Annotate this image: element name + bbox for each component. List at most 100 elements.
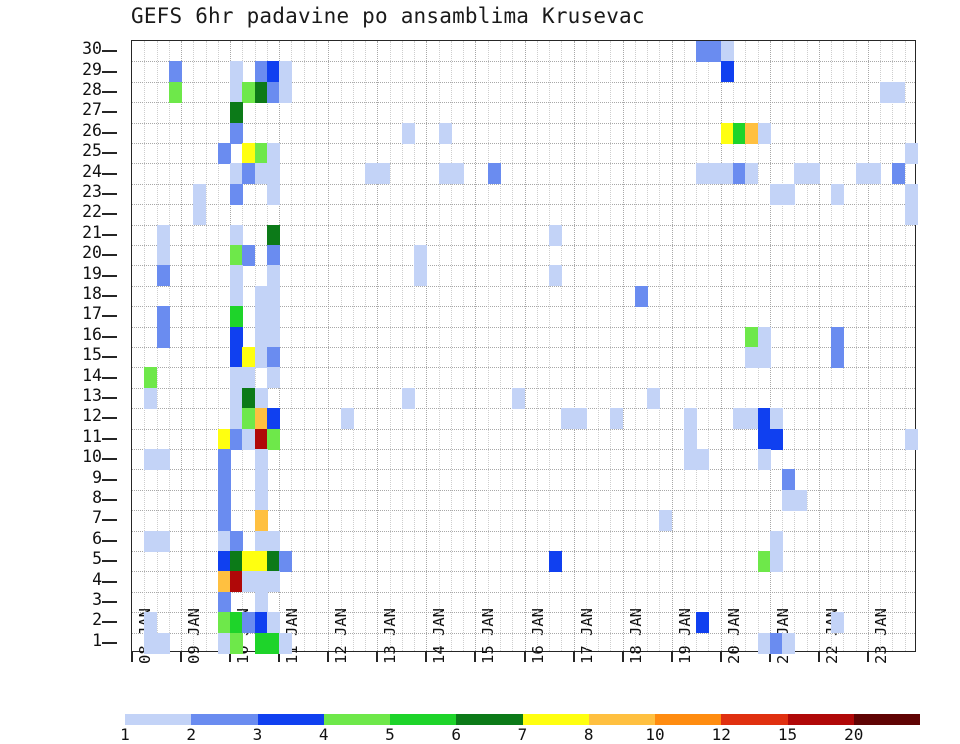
y-axis-tick-mark xyxy=(102,376,117,379)
grid-line-vertical xyxy=(683,41,685,651)
plot-area xyxy=(131,40,918,654)
heatmap-cell xyxy=(794,489,808,511)
grid-line-vertical xyxy=(205,41,207,651)
heatmap-cell xyxy=(438,122,452,144)
colorbar-segment xyxy=(390,714,457,725)
heatmap-cell xyxy=(156,326,170,348)
y-axis-tick-label: 27 xyxy=(82,100,102,120)
grid-line-vertical xyxy=(144,41,146,651)
heatmap-cell xyxy=(733,163,747,185)
colorbar-segment xyxy=(125,714,192,725)
x-axis-tick-mark xyxy=(474,652,477,662)
x-axis-tick-mark xyxy=(572,652,575,662)
x-axis-tick-mark xyxy=(278,652,281,662)
grid-line-horizontal xyxy=(132,489,915,491)
heatmap-cell xyxy=(168,61,182,83)
heatmap-cell xyxy=(782,183,796,205)
heatmap-cell xyxy=(217,489,231,511)
grid-line-vertical xyxy=(365,41,367,651)
y-axis-tick-label: 30 xyxy=(82,39,102,59)
colorbar-segment xyxy=(721,714,788,725)
heatmap-cell xyxy=(904,204,918,226)
y-axis-tick-mark xyxy=(102,519,117,522)
y-axis-tick-mark xyxy=(102,50,117,53)
heatmap-cell xyxy=(217,632,231,654)
heatmap-cell xyxy=(266,61,280,83)
heatmap-cell xyxy=(230,245,244,266)
grid-line-horizontal xyxy=(132,163,915,165)
colorbar-segment xyxy=(323,714,390,725)
heatmap-cell xyxy=(708,41,722,62)
y-axis-tick-mark xyxy=(102,539,117,542)
colorbar-tick-label: 5 xyxy=(385,725,395,744)
heatmap-cell xyxy=(610,408,624,430)
heatmap-cell xyxy=(745,163,759,185)
heatmap-cell xyxy=(904,143,918,164)
grid-line-vertical xyxy=(720,41,722,651)
grid-line-vertical xyxy=(708,41,710,651)
y-axis-tick-mark xyxy=(102,580,117,583)
heatmap-cell xyxy=(377,163,391,185)
grid-line-vertical xyxy=(512,41,514,651)
heatmap-cell xyxy=(892,81,906,103)
heatmap-cell xyxy=(254,326,268,348)
heatmap-cell xyxy=(230,408,244,430)
heatmap-cell xyxy=(254,571,268,593)
grid-line-vertical xyxy=(782,41,784,651)
heatmap-cell xyxy=(168,81,182,103)
heatmap-cell xyxy=(745,347,759,368)
y-axis-tick-label: 15 xyxy=(82,345,102,365)
grid-line-horizontal xyxy=(132,122,915,124)
x-axis-tick-mark xyxy=(376,652,379,662)
y-axis-tick-label: 13 xyxy=(82,386,102,405)
heatmap-cell xyxy=(230,347,244,368)
heatmap-cell xyxy=(230,306,244,328)
heatmap-cell xyxy=(487,163,501,185)
heatmap-cell xyxy=(745,326,759,348)
grid-line-vertical xyxy=(463,41,465,651)
heatmap-cell xyxy=(867,163,881,185)
y-axis-tick-mark xyxy=(102,152,117,155)
y-axis-tick-mark xyxy=(102,417,117,420)
grid-line-vertical xyxy=(733,41,735,651)
grid-line-vertical xyxy=(352,41,354,651)
heatmap-cell xyxy=(254,551,268,572)
y-axis-tick-mark xyxy=(102,621,117,624)
y-axis-tick-mark xyxy=(102,335,117,338)
grid-line-horizontal xyxy=(132,632,915,634)
y-axis-tick-mark xyxy=(102,193,117,195)
grid-line-vertical xyxy=(634,41,636,651)
heatmap-cell xyxy=(855,163,869,185)
grid-line-horizontal xyxy=(132,591,915,593)
x-axis-tick-mark xyxy=(229,652,232,662)
y-axis-tick-mark xyxy=(102,213,117,216)
colorbar-tick-label: 8 xyxy=(583,725,594,744)
grid-line-vertical xyxy=(401,41,403,651)
heatmap-cell xyxy=(904,183,918,205)
colorbar-tick-label: 6 xyxy=(451,725,462,744)
heatmap-cell xyxy=(266,163,280,185)
grid-line-vertical xyxy=(671,41,673,651)
y-axis-tick-mark xyxy=(102,560,117,563)
colorbar-tick-label: 7 xyxy=(517,725,528,744)
heatmap-cell xyxy=(266,632,280,654)
heatmap-cell xyxy=(365,163,379,185)
heatmap-cell xyxy=(254,408,268,430)
y-axis-tick-label: 23 xyxy=(82,182,102,201)
heatmap-cell xyxy=(254,81,268,103)
x-axis-tick-mark xyxy=(719,652,722,662)
heatmap-cell xyxy=(696,612,710,634)
x-axis-tick-mark xyxy=(425,652,428,662)
heatmap-cell xyxy=(831,612,845,634)
grid-line-horizontal xyxy=(132,61,915,63)
grid-line-vertical xyxy=(524,41,526,651)
grid-line-vertical xyxy=(647,41,649,651)
heatmap-cell xyxy=(683,449,697,470)
heatmap-cell xyxy=(720,163,734,185)
heatmap-cells xyxy=(132,41,918,654)
y-axis-tick-label: 10 xyxy=(82,447,102,467)
y-axis-tick-mark xyxy=(102,295,117,297)
grid-line-vertical xyxy=(291,41,293,651)
heatmap-cell xyxy=(659,510,673,532)
grid-line-vertical xyxy=(892,41,894,651)
